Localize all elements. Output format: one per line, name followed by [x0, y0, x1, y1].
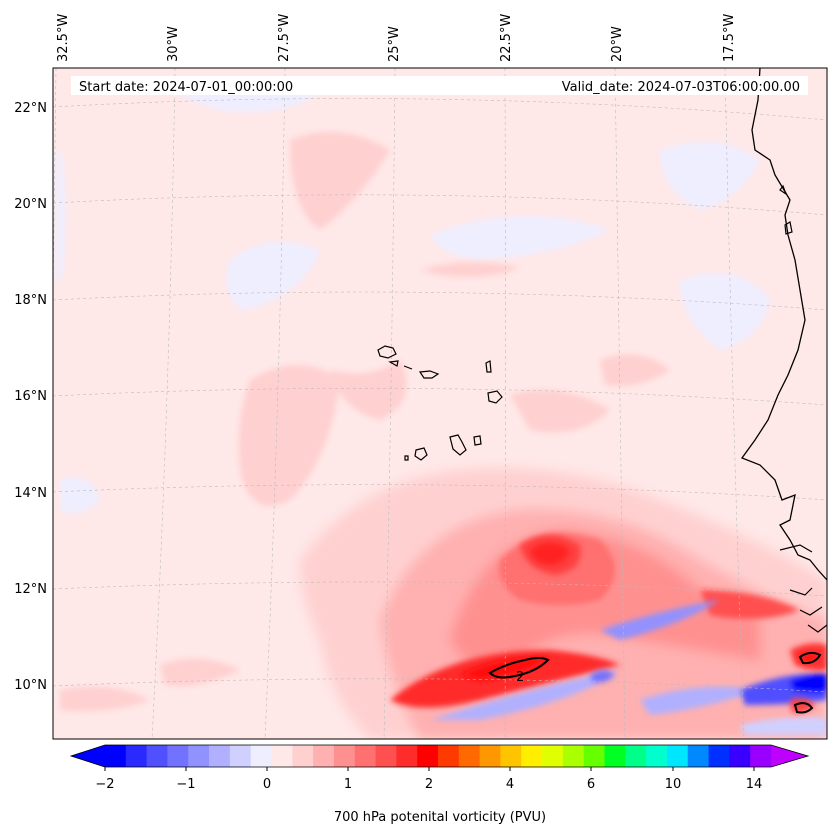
lon-label: 25°W — [387, 26, 402, 62]
colorbar-segment — [292, 745, 314, 767]
colorbar-tick-label: 4 — [506, 777, 514, 792]
lat-label: 14°N — [14, 486, 47, 501]
colorbar-segment — [188, 745, 210, 767]
colorbar-segment — [209, 745, 231, 767]
colorbar-segment — [479, 745, 501, 767]
lat-label: 12°N — [14, 582, 47, 597]
colorbar-extend-min — [71, 745, 105, 767]
header-bar — [71, 76, 808, 95]
colorbar-tick-label: 0 — [263, 777, 271, 792]
colorbar-tick-label: −2 — [95, 777, 114, 792]
colorbar-segment — [417, 745, 439, 767]
colorbar-title: 700 hPa potenital vorticity (PVU) — [334, 810, 546, 825]
valid-date-label: Valid_date: 2024-07-03T06:00:00.00 — [562, 80, 800, 95]
longitude-labels: 32.5°W 30°W 27.5°W 25°W 22.5°W 20°W 17.5… — [56, 14, 737, 62]
lon-label: 32.5°W — [56, 14, 71, 62]
lat-label: 20°N — [14, 197, 47, 212]
plot-frame — [52, 67, 828, 740]
lon-label: 30°W — [166, 26, 181, 62]
colorbar-segment — [562, 745, 585, 767]
colorbar-segment — [666, 745, 689, 767]
negative-pv-streaks — [430, 600, 827, 735]
colorbar-segment — [687, 745, 709, 767]
colorbar-segment — [396, 745, 418, 767]
colorbar-segment — [125, 745, 148, 767]
colorbar-segment — [105, 745, 127, 767]
colorbar-segment — [521, 745, 543, 767]
colorbar-segments — [105, 745, 772, 767]
map-gridlines — [53, 68, 827, 739]
colorbar-segment — [729, 745, 751, 767]
lat-label: 22°N — [14, 101, 47, 116]
colorbar-segment — [250, 745, 272, 767]
colorbar-segment — [604, 745, 626, 767]
cape-verde-islands — [377, 345, 503, 461]
colorbar-tick-label: 1 — [344, 777, 352, 792]
colorbar-segment — [271, 745, 293, 767]
weak-pv-patches — [60, 132, 670, 712]
contour-label: 2 — [516, 670, 524, 685]
colorbar-tick-labels: −2 −1 0 1 2 4 6 10 14 — [95, 777, 762, 792]
colorbar-segment — [750, 745, 772, 767]
colorbar-ticks — [104, 767, 755, 771]
colorbar-segment — [625, 745, 647, 767]
colorbar-segment — [333, 745, 356, 767]
lat-label: 16°N — [14, 389, 47, 404]
colorbar-segment — [146, 745, 168, 767]
colorbar-tick-label: 2 — [425, 777, 433, 792]
lat-label: 18°N — [14, 293, 47, 308]
lon-label: 22.5°W — [499, 14, 514, 62]
colorbar-segment — [458, 745, 481, 767]
coastline-islets — [779, 184, 793, 235]
pv-contour-lines — [488, 651, 822, 714]
map-plot-area: 2 — [53, 68, 827, 739]
colorbar-segment — [583, 745, 605, 767]
colorbar-segment — [354, 745, 376, 767]
colorbar-segment — [438, 745, 460, 767]
colorbar-extend-max — [771, 745, 808, 767]
colorbar-tick-label: 10 — [665, 777, 682, 792]
lon-label: 17.5°W — [722, 14, 737, 62]
colorbar-tick-label: 14 — [746, 777, 763, 792]
colorbar-segment — [542, 745, 564, 767]
colorbar-segment — [646, 745, 668, 767]
colorbar-segment — [375, 745, 397, 767]
coastline — [740, 68, 827, 581]
lon-label: 20°W — [610, 26, 625, 62]
colorbar-segment — [708, 745, 730, 767]
colorbar-segment — [229, 745, 252, 767]
colorbar-segment — [313, 745, 335, 767]
colorbar-tick-label: 6 — [587, 777, 595, 792]
colorbar: −2 −1 0 1 2 4 6 10 14 700 hPa potenital … — [69, 744, 810, 825]
colorbar-segment — [167, 745, 189, 767]
lat-label: 10°N — [14, 678, 47, 693]
colorbar-segment — [500, 745, 522, 767]
latitude-labels: 22°N 20°N 18°N 16°N 14°N 12°N 10°N — [14, 101, 47, 693]
lon-label: 27.5°W — [277, 14, 292, 62]
colorbar-tick-label: −1 — [176, 777, 195, 792]
start-date-label: Start date: 2024-07-01_00:00:00 — [79, 80, 293, 95]
coastline-detail — [779, 544, 827, 633]
